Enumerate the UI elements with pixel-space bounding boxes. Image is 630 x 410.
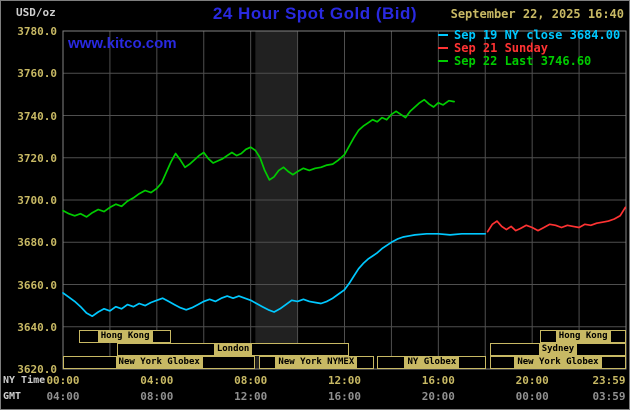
- kitco-website-link[interactable]: www.kitco.com: [68, 35, 177, 52]
- datetime-label: September 22, 2025 16:40: [450, 7, 624, 21]
- units-label: USD/oz: [16, 6, 56, 19]
- legend-line-marker-icon: [438, 33, 448, 36]
- gmt-axis-label: GMT: [3, 391, 22, 402]
- legend-line-marker-icon: [438, 59, 448, 62]
- price-line-green: [62, 98, 455, 218]
- legend: Sep 19 NY close 3684.00 Sep 21 Sunday Sep …: [438, 27, 621, 68]
- legend-line-marker-icon: [438, 46, 448, 49]
- legend-label: Sep 21 Sunday: [454, 40, 548, 55]
- price-line-cyan: [62, 232, 487, 318]
- page-title: 24 Hour Spot Gold (Bid): [212, 4, 418, 23]
- legend-item: Sep 19 NY close 3684.00: [438, 27, 621, 42]
- plot-border: [62, 30, 627, 370]
- legend-label: Sep 19 NY close 3684.00: [454, 27, 621, 42]
- legend-label: Sep 22 Last 3746.60: [454, 53, 592, 68]
- legend-item: Sep 21 Sunday: [438, 40, 620, 55]
- ny-time-axis-label: NY Time: [3, 375, 46, 386]
- legend-item: Sep 22 Last 3746.60: [438, 53, 620, 68]
- price-line-red: [486, 206, 627, 233]
